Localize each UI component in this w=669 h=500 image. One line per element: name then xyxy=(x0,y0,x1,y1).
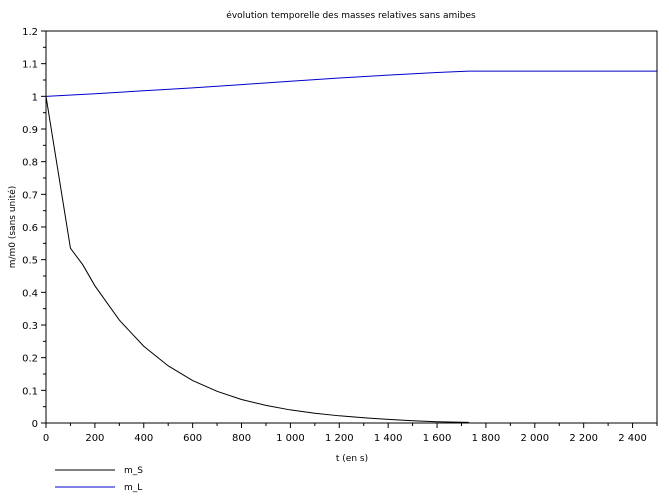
x-tick-label: 1 000 xyxy=(276,433,305,444)
chart-title: évolution temporelle des masses relative… xyxy=(226,10,476,21)
legend-label: m_S xyxy=(124,466,143,476)
y-tick-label: 0.7 xyxy=(22,190,38,201)
x-tick-label: 800 xyxy=(232,433,251,444)
x-tick-label: 1 800 xyxy=(472,433,501,444)
y-tick-label: 0 xyxy=(32,419,38,430)
y-axis-label: m/m0 (sans unité) xyxy=(7,186,18,269)
y-tick-label: 0.1 xyxy=(22,386,38,397)
y-tick-label: 0.3 xyxy=(22,321,38,332)
y-tick-label: 0.8 xyxy=(22,158,38,169)
x-tick-label: 2 400 xyxy=(618,433,647,444)
series-line-m-s xyxy=(45,96,469,423)
x-tick-label: 0 xyxy=(43,433,49,444)
x-tick-label: 1 600 xyxy=(423,433,452,444)
legend: m_S m_L xyxy=(55,466,143,493)
series-line-m-l xyxy=(45,70,657,97)
x-tick-label: 2 000 xyxy=(520,433,549,444)
x-tick-label: 1 400 xyxy=(374,433,403,444)
axes: 0 200 400 600 800 1 000 1 200 1 400 1 600 1 800 2 … xyxy=(22,27,658,444)
y-tick-label: 0.9 xyxy=(22,125,38,136)
x-tick-label: 1 200 xyxy=(325,433,354,444)
y-tick-label: 0.6 xyxy=(22,223,38,234)
series-lines xyxy=(45,70,657,423)
y-tick-label: 1.1 xyxy=(22,60,38,71)
x-tick-label: 400 xyxy=(134,433,153,444)
plot-frame xyxy=(45,30,658,424)
x-axis-label: t (en s) xyxy=(336,454,368,464)
legend-label: m_L xyxy=(124,483,142,493)
x-tick-label: 2 200 xyxy=(569,433,598,444)
y-tick-label: 1.2 xyxy=(22,27,38,38)
y-tick-label: 0.5 xyxy=(22,256,38,267)
y-tick-label: 0.4 xyxy=(22,288,38,299)
x-tick-label: 600 xyxy=(183,433,202,444)
y-tick-label: 0.2 xyxy=(22,354,38,365)
x-tick-label: 200 xyxy=(85,433,104,444)
y-tick-label: 1 xyxy=(32,92,38,103)
